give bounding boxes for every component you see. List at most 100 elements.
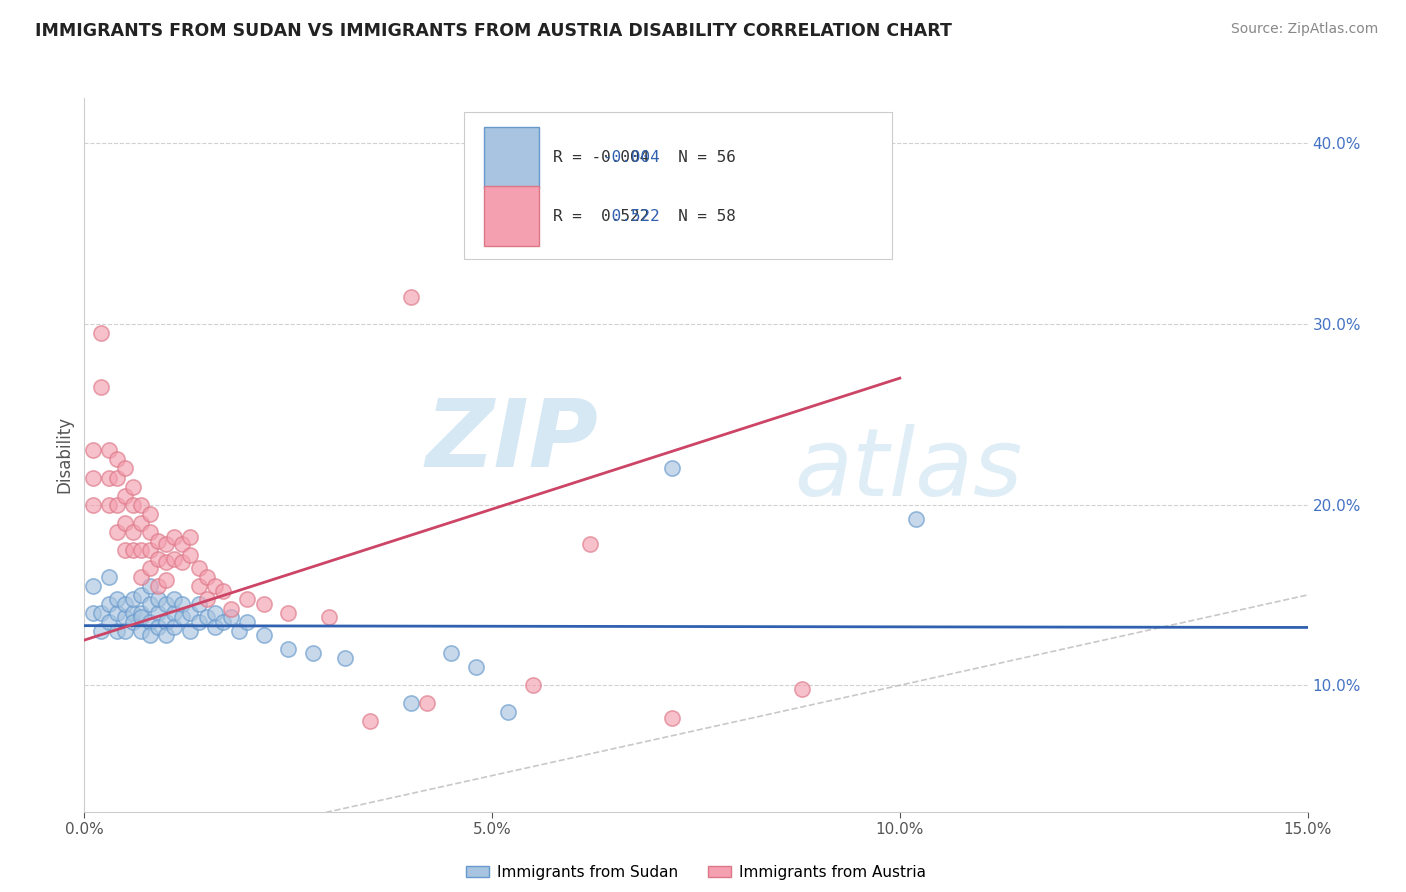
FancyBboxPatch shape bbox=[484, 186, 540, 246]
Point bbox=[105, 452, 128, 467]
Point bbox=[204, 620, 226, 634]
Text: ZIP: ZIP bbox=[425, 394, 598, 487]
Point bbox=[163, 606, 186, 620]
Point bbox=[114, 624, 136, 638]
Point bbox=[179, 624, 201, 638]
Point bbox=[179, 530, 201, 544]
Point bbox=[90, 380, 112, 394]
Point bbox=[138, 597, 160, 611]
Point bbox=[212, 584, 235, 599]
Legend: Immigrants from Sudan, Immigrants from Austria: Immigrants from Sudan, Immigrants from A… bbox=[460, 859, 932, 886]
Point bbox=[579, 537, 602, 551]
Point bbox=[416, 696, 439, 710]
Point bbox=[277, 642, 299, 657]
Text: R =  0.522   N = 58: R = 0.522 N = 58 bbox=[553, 209, 735, 224]
Point bbox=[138, 542, 160, 557]
Point bbox=[90, 624, 112, 638]
Point bbox=[138, 507, 160, 521]
Point bbox=[277, 606, 299, 620]
Point bbox=[399, 290, 422, 304]
Point bbox=[195, 570, 218, 584]
Point bbox=[905, 512, 928, 526]
Point bbox=[155, 628, 177, 642]
Point bbox=[97, 443, 120, 458]
Point bbox=[187, 615, 209, 629]
Point bbox=[97, 498, 120, 512]
Point bbox=[440, 646, 463, 660]
Point bbox=[399, 696, 422, 710]
Point bbox=[146, 533, 169, 548]
Point bbox=[105, 591, 128, 606]
Point bbox=[236, 591, 259, 606]
Point bbox=[105, 524, 128, 539]
Point bbox=[195, 609, 218, 624]
Point bbox=[138, 561, 160, 575]
Point bbox=[253, 597, 276, 611]
FancyBboxPatch shape bbox=[484, 128, 540, 188]
Point bbox=[187, 561, 209, 575]
Point bbox=[131, 588, 153, 602]
Point bbox=[122, 615, 145, 629]
Point bbox=[228, 624, 250, 638]
Text: IMMIGRANTS FROM SUDAN VS IMMIGRANTS FROM AUSTRIA DISABILITY CORRELATION CHART: IMMIGRANTS FROM SUDAN VS IMMIGRANTS FROM… bbox=[35, 22, 952, 40]
Point bbox=[172, 597, 194, 611]
Point bbox=[172, 556, 194, 570]
Point bbox=[105, 498, 128, 512]
Point bbox=[219, 609, 242, 624]
Point bbox=[131, 498, 153, 512]
Point bbox=[97, 615, 120, 629]
Point bbox=[82, 498, 104, 512]
Point bbox=[82, 443, 104, 458]
Point bbox=[131, 542, 153, 557]
Text: atlas: atlas bbox=[794, 424, 1022, 515]
Point bbox=[219, 602, 242, 616]
Point bbox=[138, 579, 160, 593]
Point bbox=[114, 609, 136, 624]
Point bbox=[236, 615, 259, 629]
Text: -0.004: -0.004 bbox=[602, 150, 659, 165]
Point bbox=[522, 678, 544, 692]
Point bbox=[163, 591, 186, 606]
Point bbox=[122, 498, 145, 512]
Text: 0.522: 0.522 bbox=[602, 209, 659, 224]
Point bbox=[114, 516, 136, 530]
Point bbox=[195, 591, 218, 606]
Point bbox=[105, 606, 128, 620]
Point bbox=[131, 624, 153, 638]
Y-axis label: Disability: Disability bbox=[55, 417, 73, 493]
Point bbox=[122, 591, 145, 606]
Point bbox=[790, 681, 813, 696]
Point bbox=[122, 542, 145, 557]
Point bbox=[172, 609, 194, 624]
Text: Source: ZipAtlas.com: Source: ZipAtlas.com bbox=[1230, 22, 1378, 37]
Point bbox=[122, 606, 145, 620]
Point bbox=[464, 660, 486, 674]
Point bbox=[146, 606, 169, 620]
Point bbox=[163, 530, 186, 544]
Point bbox=[82, 579, 104, 593]
Point bbox=[114, 489, 136, 503]
Point bbox=[131, 516, 153, 530]
Point bbox=[359, 714, 381, 729]
Point bbox=[155, 615, 177, 629]
Point bbox=[131, 570, 153, 584]
Point bbox=[155, 556, 177, 570]
Point bbox=[105, 470, 128, 484]
Point bbox=[90, 606, 112, 620]
Point bbox=[90, 326, 112, 340]
Point bbox=[138, 615, 160, 629]
Point bbox=[97, 470, 120, 484]
Point bbox=[138, 524, 160, 539]
Point bbox=[122, 479, 145, 493]
Point bbox=[146, 579, 169, 593]
Point bbox=[179, 606, 201, 620]
Point bbox=[661, 711, 683, 725]
Point bbox=[146, 620, 169, 634]
Point bbox=[163, 620, 186, 634]
Point bbox=[253, 628, 276, 642]
Point bbox=[318, 609, 340, 624]
Point bbox=[155, 597, 177, 611]
Point bbox=[131, 606, 153, 620]
Point bbox=[301, 646, 323, 660]
Point bbox=[335, 651, 357, 665]
